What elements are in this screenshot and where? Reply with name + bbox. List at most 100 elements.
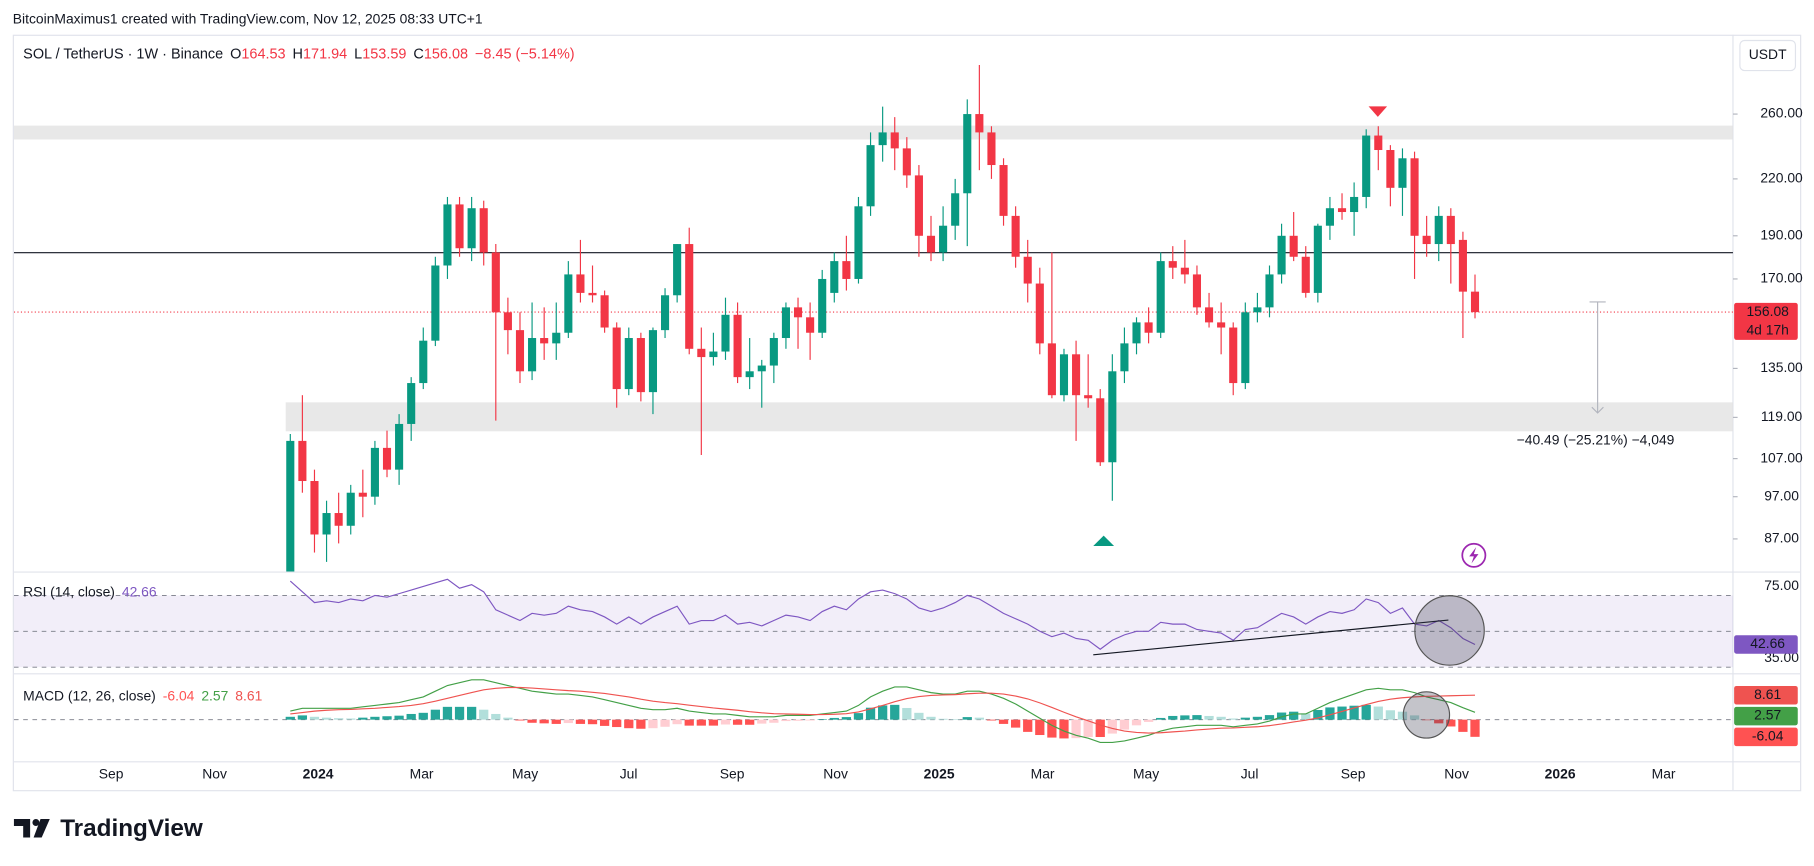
candle-body [1180, 267, 1189, 275]
macd-value-label: 8.61 [1754, 686, 1781, 702]
macd-histogram-bar [587, 719, 598, 725]
candle-body [1229, 327, 1238, 384]
candle-body [721, 314, 730, 352]
macd-histogram-bar [1434, 719, 1444, 724]
candle-body [1434, 215, 1443, 245]
macd-histogram-bar [1301, 713, 1311, 720]
candle-body [890, 132, 899, 149]
macd-histogram-bar [358, 717, 368, 720]
macd-histogram-bar [346, 718, 356, 720]
candle-body [1446, 215, 1455, 245]
macd-histogram-bar [914, 712, 924, 720]
macd-value-box [1734, 727, 1798, 747]
candle-body [564, 274, 573, 333]
price-label: 156.08 [1746, 303, 1789, 319]
candle-body [1059, 354, 1069, 396]
candle-body [1362, 135, 1371, 197]
rsi-tick-label: 75.00 [1764, 577, 1799, 593]
candle-body [1217, 322, 1226, 328]
candle-body [1120, 343, 1129, 372]
macd-histogram-bar [1373, 706, 1383, 720]
macd-histogram-bar [1204, 715, 1214, 720]
rsi-trendline [1093, 619, 1449, 656]
candle-body [733, 314, 742, 378]
macd-histogram-bar [551, 719, 561, 724]
y-tick-label: 170.00 [1760, 270, 1803, 286]
macd-histogram-bar [1458, 719, 1468, 732]
candle-body [322, 513, 331, 535]
candle-body [963, 114, 972, 194]
candle-body [1011, 215, 1020, 257]
candle-body [431, 265, 440, 341]
macd-histogram-bar [708, 719, 719, 726]
macd-histogram-bar [1131, 719, 1142, 726]
candle-body [1325, 208, 1334, 226]
macd-histogram-bar [660, 719, 670, 727]
macd-histogram-bar [599, 719, 610, 726]
measure-arrow [1591, 406, 1604, 414]
y-tick-label: 97.00 [1764, 487, 1799, 503]
candle-body [298, 440, 307, 482]
chart-frame [12, 34, 1802, 792]
candle-body [914, 175, 923, 236]
legend-value: 153.59 [362, 46, 406, 62]
x-tick-label: Nov [823, 766, 848, 782]
candle-body [1374, 135, 1383, 151]
macd-histogram-bar [962, 717, 972, 720]
macd-histogram-bar [720, 719, 731, 725]
x-tick-label: 2024 [303, 766, 334, 782]
macd-histogram-bar [841, 717, 852, 720]
macd-histogram-bar [503, 717, 513, 720]
candle-body [1253, 307, 1262, 313]
x-tick-label: Jul [1241, 766, 1259, 782]
macd-histogram-bar [865, 707, 876, 720]
legend-key: C [413, 46, 423, 62]
candle-body [951, 193, 960, 226]
macd-histogram-bar [1228, 718, 1238, 720]
candle-body [1350, 196, 1359, 213]
candle-body [842, 261, 851, 279]
rsi-value-box [1734, 635, 1798, 654]
macd-histogram-bar [1470, 719, 1480, 737]
macd-histogram-bar [515, 719, 525, 721]
macd-histogram-bar [563, 719, 573, 724]
price-label-box [1734, 302, 1798, 340]
x-tick-label: Sep [99, 766, 124, 782]
candle-body [781, 307, 790, 339]
candle-body [926, 235, 936, 253]
macd-histogram-bar [334, 718, 344, 720]
x-tick-label: Jul [620, 766, 638, 782]
candle-body [407, 383, 416, 424]
macd-histogram-bar [1143, 719, 1154, 722]
macd-histogram-bar [793, 719, 803, 721]
y-tick-label: 119.00 [1761, 408, 1803, 424]
currency-button[interactable] [1739, 39, 1797, 72]
x-tick-label: Mar [1652, 766, 1676, 782]
candle-body [540, 338, 549, 344]
rsi-pane [13, 578, 1733, 668]
candle-body [528, 338, 537, 372]
legend-change: −8.45 (−5.14%) [475, 46, 575, 62]
candle-body [648, 330, 658, 393]
macd-histogram-bar [926, 716, 936, 720]
x-tick-label: Nov [202, 766, 227, 782]
candle-body [370, 447, 379, 497]
candle-body [1470, 291, 1480, 313]
macd-value-box [1734, 685, 1798, 705]
macd-histogram-bar [1252, 716, 1263, 720]
macd-histogram-bar [696, 719, 706, 726]
candle-body [1156, 261, 1165, 333]
candle-body [769, 338, 778, 366]
macd-histogram-bar [1083, 719, 1093, 738]
macd-hist-value: -6.04 [163, 687, 195, 703]
macd-histogram-bar [1349, 705, 1359, 720]
candle-body [1241, 312, 1250, 384]
currency[interactable]: USDT [1749, 46, 1787, 62]
candle-body [757, 365, 766, 372]
macd-histogram-bar [382, 716, 392, 720]
legend-value: 156.08 [424, 46, 468, 62]
macd-value-label: -6.04 [1752, 728, 1784, 744]
macd-histogram-bar [1119, 719, 1130, 730]
